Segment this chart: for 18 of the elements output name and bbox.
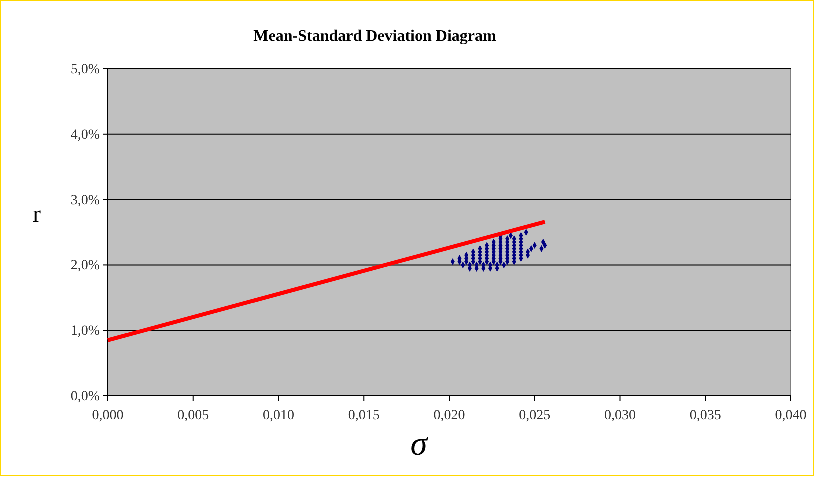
x-axis-title: σ xyxy=(410,426,429,463)
y-tick-label: 0,0% xyxy=(70,389,100,404)
chart-title: Mean-Standard Deviation Diagram xyxy=(254,28,497,45)
x-tick-label: 0,040 xyxy=(775,408,807,424)
x-tick-label: 0,025 xyxy=(519,408,551,424)
x-tick-label: 0,035 xyxy=(690,408,722,424)
x-tick-label: 0,030 xyxy=(604,408,636,424)
x-tick-label: 0,020 xyxy=(434,408,466,424)
y-tick-label: 3,0% xyxy=(70,193,100,208)
y-axis-title: r xyxy=(33,202,41,228)
y-tick-label: 4,0% xyxy=(70,128,100,143)
x-tick-label: 0,015 xyxy=(348,408,380,424)
y-tick-label: 5,0% xyxy=(70,62,100,78)
y-tick-label: 2,0% xyxy=(70,258,100,274)
y-tick-label: 1,0% xyxy=(70,324,100,340)
x-tick-label: 0,010 xyxy=(263,408,294,424)
x-tick-label: 0,000 xyxy=(92,408,124,424)
x-tick-label: 0,005 xyxy=(178,408,210,424)
